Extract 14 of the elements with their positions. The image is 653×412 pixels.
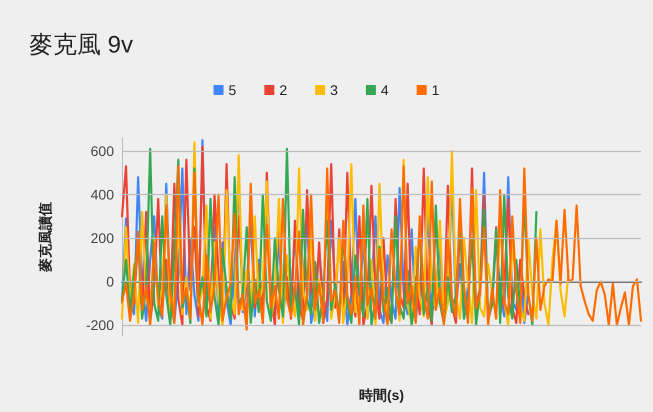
x-axis-title: 時間(s) — [358, 387, 404, 403]
chart-title: 麥克風 9v — [29, 32, 134, 58]
y-tick-label: 600 — [90, 143, 114, 160]
y-axis-title: 麥克風讀值 — [37, 202, 53, 273]
y-tick-label: 400 — [90, 186, 114, 203]
y-tick-label: 200 — [90, 230, 114, 246]
legend-label: 3 — [330, 82, 338, 98]
y-tick-label: 0 — [106, 274, 114, 290]
legend-label: 2 — [279, 82, 288, 98]
line-series — [120, 165, 642, 331]
legend-label: 1 — [432, 82, 440, 98]
legend-label: 4 — [380, 82, 389, 98]
y-tick-label: -200 — [86, 317, 114, 334]
legend-label: 5 — [228, 82, 237, 98]
